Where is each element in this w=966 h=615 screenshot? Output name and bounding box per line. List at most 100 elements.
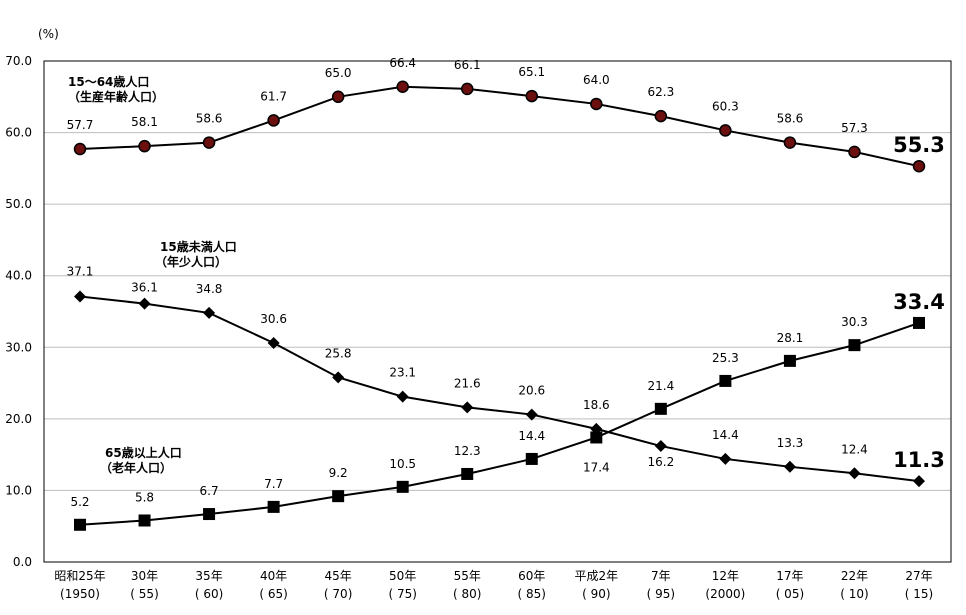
data-label: 28.1: [777, 331, 804, 345]
data-label: 5.8: [135, 490, 154, 504]
data-label: 25.3: [712, 351, 739, 365]
x-tick-sublabel: ( 65): [259, 587, 287, 601]
y-tick-label: 50.0: [5, 197, 32, 211]
data-label: 55.3: [893, 133, 945, 157]
y-tick-label: 20.0: [5, 412, 32, 426]
data-label: 7.7: [264, 477, 283, 491]
x-tick-label: 60年: [518, 569, 545, 583]
plot-area-frame: [43, 60, 952, 563]
data-label: 62.3: [647, 85, 674, 99]
square-marker: [267, 500, 280, 513]
data-label: 57.3: [841, 121, 868, 135]
data-label: 57.7: [67, 118, 94, 132]
y-axis-ticks: 0.0 10.0 20.0 30.0 40.0 50.0 60.0 70.0: [5, 54, 32, 569]
data-label: 66.1: [454, 58, 481, 72]
series-name: （老年人口）: [100, 460, 172, 475]
x-tick-sublabel: (2000): [705, 587, 745, 601]
diamond-marker: [396, 390, 409, 403]
y-tick-label: 0.0: [13, 555, 32, 569]
data-label: 61.7: [260, 89, 287, 103]
x-tick-label: 12年: [712, 569, 739, 583]
circle-marker: [654, 109, 668, 123]
data-label: 30.3: [841, 315, 868, 329]
circle-marker: [783, 136, 797, 149]
data-label: 11.3: [893, 448, 945, 472]
circle-marker: [460, 82, 474, 96]
x-tick-label: 50年: [389, 569, 416, 583]
data-label: 23.1: [389, 366, 416, 380]
series-lines: [79, 85, 920, 526]
circle-marker: [912, 159, 926, 173]
data-label: 33.4: [893, 290, 945, 314]
series-name: 15～64歳人口: [68, 74, 149, 89]
circle-marker: [202, 136, 216, 149]
circle-marker: [396, 80, 409, 94]
data-label: 9.2: [329, 466, 348, 480]
x-tick-label: 27年: [905, 569, 932, 583]
square-marker: [654, 402, 667, 415]
diamond-marker: [74, 290, 86, 303]
diamond-marker: [203, 306, 216, 319]
square-marker: [783, 354, 796, 367]
x-tick-sublabel: ( 80): [453, 587, 481, 601]
diamond-marker: [913, 475, 925, 488]
x-tick-sublabel: ( 75): [388, 587, 416, 601]
square-marker: [719, 374, 732, 387]
data-label: 5.2: [70, 495, 89, 509]
data-label: 17.4: [583, 460, 610, 474]
x-tick-sublabel: ( 05): [776, 587, 804, 601]
circle-marker: [73, 142, 87, 156]
y-tick-label: 70.0: [5, 54, 32, 68]
x-tick-sublabel: ( 90): [582, 587, 610, 601]
diamond-marker: [138, 297, 151, 310]
gridlines: [44, 132, 951, 491]
square-marker: [525, 452, 538, 465]
data-label: 14.4: [712, 428, 739, 442]
series-line: [79, 85, 920, 168]
data-label: 14.4: [518, 429, 545, 443]
data-label: 25.8: [325, 346, 352, 360]
x-tick-sublabel: ( 55): [130, 587, 158, 601]
series-name: 65歳以上人口: [105, 445, 182, 460]
square-marker: [461, 467, 474, 480]
diamond-marker: [461, 401, 474, 414]
x-tick-label: 35年: [195, 569, 222, 583]
x-tick-label: 30年: [131, 569, 158, 583]
series-name: 15歳未満人口: [160, 239, 237, 254]
data-label: 21.4: [647, 379, 674, 393]
square-marker: [590, 431, 603, 444]
y-axis-unit: (%): [38, 27, 59, 41]
x-tick-label: 平成2年: [574, 569, 618, 583]
circle-marker: [138, 139, 151, 153]
diamond-marker: [525, 408, 538, 421]
series-name: （年少人口）: [155, 254, 227, 269]
diamond-marker: [719, 452, 732, 465]
series-line: [79, 322, 920, 526]
x-tick-label: 昭和25年: [54, 569, 105, 583]
circle-marker: [525, 89, 539, 103]
diamond-marker: [267, 336, 280, 349]
data-label: 34.8: [196, 282, 223, 296]
data-labels: 57.7 58.1 58.6 61.7 65.0 66.4 66.1 65.1 64.0 62.3…: [67, 56, 945, 509]
x-tick-label: 22年: [841, 569, 868, 583]
data-label: 18.6: [583, 398, 610, 412]
square-marker: [332, 490, 345, 503]
data-label: 13.3: [777, 436, 804, 450]
x-tick-label: 40年: [260, 569, 287, 583]
data-label: 10.5: [389, 457, 416, 471]
x-tick-sublabel: ( 10): [840, 587, 868, 601]
square-marker: [848, 339, 861, 352]
diamond-marker: [783, 460, 796, 473]
data-label: 60.3: [712, 99, 739, 113]
circle-marker: [331, 90, 345, 104]
x-tick-label: 55年: [454, 569, 481, 583]
circle-marker: [267, 114, 280, 127]
y-tick-label: 30.0: [5, 340, 32, 354]
series-markers: [73, 80, 926, 531]
square-marker: [138, 514, 151, 527]
y-tick-label: 40.0: [5, 269, 32, 283]
x-tick-label: 17年: [776, 569, 803, 583]
x-tick-sublabel: ( 95): [647, 587, 675, 601]
circle-marker: [719, 124, 732, 137]
